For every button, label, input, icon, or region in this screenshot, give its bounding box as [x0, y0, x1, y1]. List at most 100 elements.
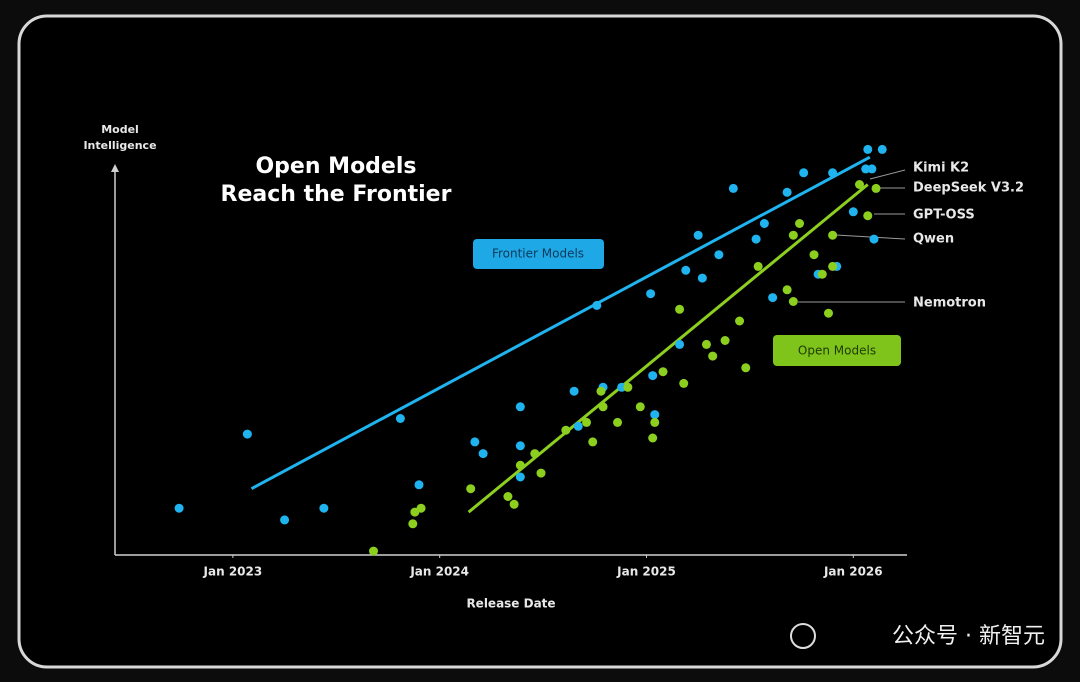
point: [635, 402, 645, 412]
point: [697, 273, 707, 283]
point: [466, 484, 476, 494]
point: [280, 515, 290, 525]
point: [768, 293, 778, 303]
point: [658, 367, 668, 377]
point: [828, 168, 838, 178]
x-tick-label: Jan 2024: [409, 565, 469, 579]
point: [561, 425, 571, 435]
point: [503, 492, 513, 501]
annotation: Kimi K2: [913, 161, 969, 176]
point: [863, 144, 873, 154]
x-tick-label: Jan 2026: [823, 565, 883, 579]
chart-title: Open Models: [255, 154, 416, 179]
point: [701, 339, 711, 349]
frontier-box: [473, 239, 604, 269]
point: [782, 285, 792, 295]
point: [414, 480, 424, 490]
point: [817, 269, 827, 279]
point: [592, 300, 602, 310]
point: [788, 230, 798, 240]
point: [530, 449, 540, 459]
point: [515, 441, 525, 451]
point: [174, 503, 184, 513]
point: [395, 414, 405, 423]
chart-title: Reach the Frontier: [221, 182, 452, 207]
point: [515, 460, 525, 470]
point: [470, 437, 480, 447]
series-label: Open Models: [798, 344, 876, 358]
annotation: Nemotron: [913, 296, 986, 311]
point: [788, 297, 798, 306]
x-axis-label: Release Date: [466, 597, 555, 611]
point: [416, 503, 426, 513]
point: [478, 449, 488, 459]
point: [536, 468, 546, 478]
point: [828, 261, 838, 271]
trend-line: [250, 155, 871, 491]
watermark: 公众号 · 新智元: [892, 624, 1045, 649]
point: [650, 417, 660, 427]
point: [751, 234, 761, 244]
point: [863, 211, 873, 221]
point: [242, 429, 252, 439]
point: [753, 261, 763, 271]
series-label: Frontier Models: [492, 247, 584, 261]
screen-frame: [17, 14, 1063, 669]
point: [782, 187, 792, 197]
annotation: DeepSeek V3.2: [913, 181, 1024, 196]
x-tick-label: Jan 2023: [203, 565, 263, 579]
point: [741, 363, 751, 373]
point: [823, 308, 833, 318]
point: [598, 402, 608, 412]
point: [855, 180, 865, 189]
watermark-icon: [790, 623, 816, 649]
annotation: GPT-OSS: [913, 208, 975, 223]
point: [869, 234, 879, 244]
point: [509, 499, 519, 509]
point: [408, 519, 418, 529]
point: [681, 265, 691, 275]
point: [799, 168, 809, 178]
point: [648, 371, 658, 381]
y-axis-arrow: [111, 164, 119, 172]
point: [515, 472, 525, 482]
point: [828, 230, 838, 240]
point: [714, 250, 724, 260]
point: [650, 410, 660, 420]
point: [515, 402, 525, 412]
point: [582, 417, 592, 427]
point: [728, 183, 738, 193]
point: [596, 386, 606, 396]
point: [623, 382, 633, 392]
point: [646, 289, 656, 299]
point: [735, 316, 745, 326]
point: [675, 304, 685, 314]
point: [708, 351, 718, 361]
point: [877, 144, 887, 154]
point: [675, 339, 685, 349]
point: [861, 164, 871, 174]
point: [613, 417, 623, 427]
point: [369, 546, 379, 556]
point: [588, 437, 598, 447]
point: [569, 386, 579, 396]
open-box: [773, 335, 901, 366]
point: [573, 421, 583, 431]
point: [693, 230, 703, 240]
y-axis-label: Model Intelligence: [83, 123, 157, 152]
point: [759, 219, 769, 228]
point: [319, 503, 329, 513]
point: [871, 183, 881, 193]
point: [679, 378, 689, 388]
point: [795, 219, 805, 228]
point: [867, 164, 877, 174]
annotation: Qwen: [913, 232, 954, 247]
point: [648, 433, 658, 443]
point: [617, 382, 627, 392]
point: [720, 336, 730, 345]
point: [809, 250, 819, 260]
point: [848, 207, 858, 217]
x-tick-label: Jan 2025: [616, 565, 676, 579]
